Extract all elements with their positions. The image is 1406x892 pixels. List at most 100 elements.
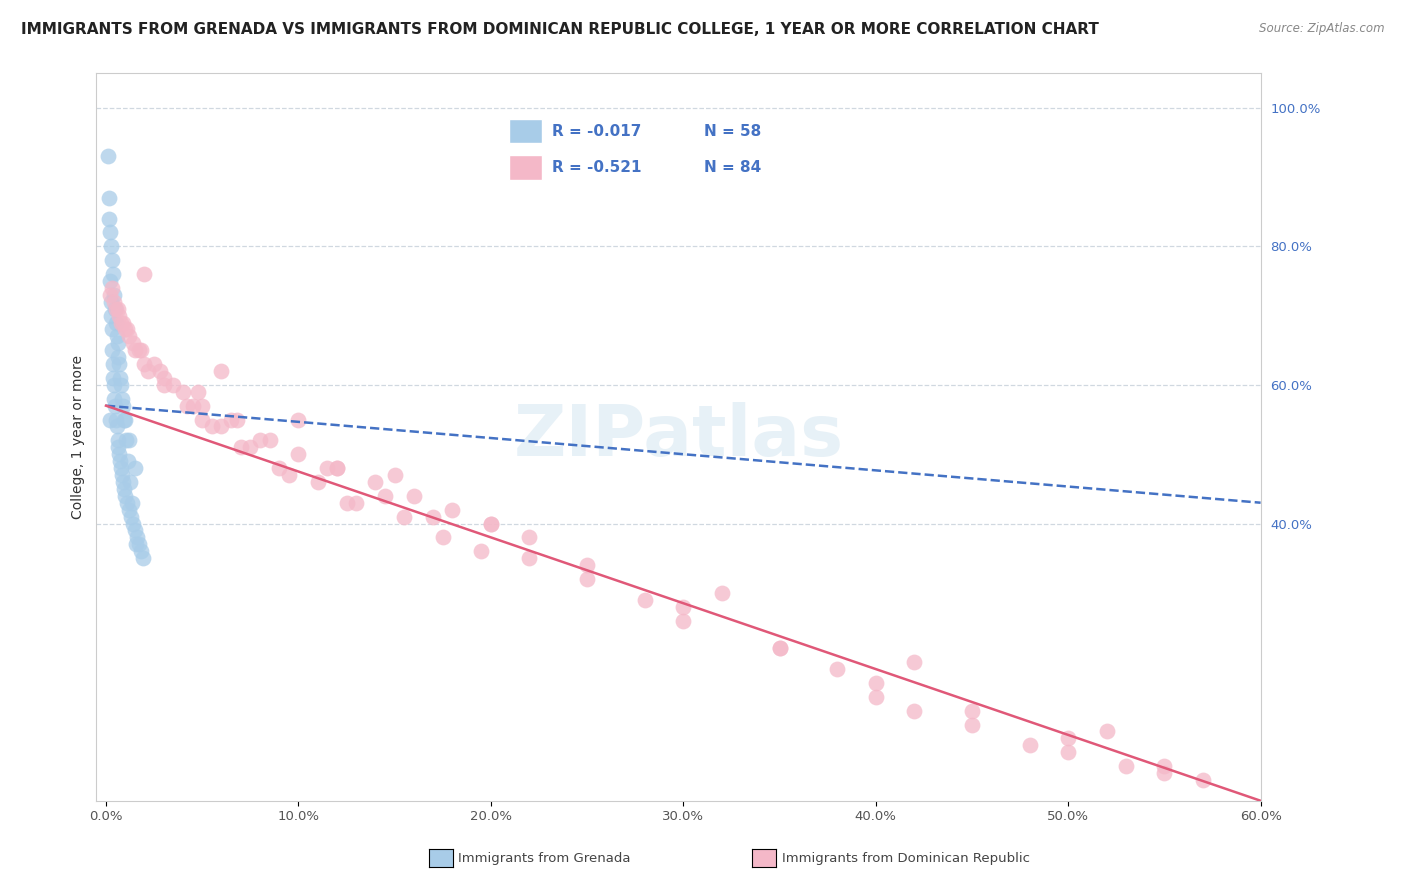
- Point: [100, 281, 122, 295]
- Point: [1095, 724, 1118, 739]
- Point: [422, 509, 444, 524]
- Point: [672, 614, 695, 628]
- Point: [115, 434, 138, 448]
- Point: [576, 558, 599, 573]
- Point: [115, 322, 138, 336]
- Point: [114, 322, 136, 336]
- Point: [128, 537, 150, 551]
- Point: [104, 399, 127, 413]
- Point: [259, 434, 281, 448]
- Point: [115, 496, 138, 510]
- Point: [1115, 759, 1137, 773]
- Point: [112, 412, 135, 426]
- Point: [287, 412, 309, 426]
- Point: [201, 419, 224, 434]
- Point: [517, 530, 540, 544]
- Point: [1057, 745, 1080, 759]
- Point: [162, 377, 184, 392]
- Point: [335, 496, 357, 510]
- Point: [432, 530, 454, 544]
- Point: [112, 482, 135, 496]
- Text: N = 58: N = 58: [704, 124, 761, 139]
- Point: [209, 419, 232, 434]
- Point: [576, 572, 599, 586]
- Point: [98, 274, 121, 288]
- Point: [239, 440, 262, 454]
- Point: [98, 412, 121, 426]
- Point: [172, 384, 194, 399]
- Point: [101, 267, 124, 281]
- Point: [100, 322, 122, 336]
- Point: [672, 599, 695, 614]
- Point: [108, 357, 131, 371]
- Point: [124, 461, 146, 475]
- Point: [225, 412, 247, 426]
- Point: [105, 329, 128, 343]
- Point: [107, 301, 129, 316]
- Point: [110, 461, 132, 475]
- Point: [107, 350, 129, 364]
- Point: [107, 336, 129, 351]
- Point: [825, 662, 848, 676]
- Point: [152, 371, 174, 385]
- Point: [384, 468, 406, 483]
- Point: [374, 489, 396, 503]
- Point: [470, 544, 492, 558]
- Point: [1192, 772, 1215, 787]
- Point: [768, 641, 790, 656]
- Point: [634, 592, 657, 607]
- Point: [219, 412, 242, 426]
- Point: [131, 551, 153, 566]
- Point: [865, 676, 887, 690]
- Point: [117, 454, 139, 468]
- Point: [768, 641, 790, 656]
- Point: [100, 239, 122, 253]
- Point: [110, 316, 132, 330]
- Text: R = -0.017: R = -0.017: [553, 124, 641, 139]
- Point: [865, 690, 887, 704]
- Point: [187, 384, 209, 399]
- Point: [1153, 766, 1175, 780]
- Point: [326, 461, 349, 475]
- Point: [110, 377, 132, 392]
- Point: [98, 287, 121, 301]
- Point: [1018, 739, 1040, 753]
- Point: [100, 253, 122, 268]
- Point: [108, 447, 131, 461]
- Point: [903, 655, 925, 669]
- Point: [118, 502, 141, 516]
- Point: [176, 399, 198, 413]
- Point: [181, 399, 204, 413]
- Point: [134, 267, 156, 281]
- Point: [103, 392, 125, 406]
- Point: [125, 537, 148, 551]
- Point: [104, 412, 127, 426]
- Point: [103, 377, 125, 392]
- Point: [344, 496, 367, 510]
- Point: [122, 336, 145, 351]
- Text: Source: ZipAtlas.com: Source: ZipAtlas.com: [1260, 22, 1385, 36]
- Point: [111, 392, 134, 406]
- Point: [517, 551, 540, 566]
- Y-axis label: College, 1 year or more: College, 1 year or more: [72, 355, 86, 519]
- Point: [121, 496, 143, 510]
- Point: [326, 461, 349, 475]
- Point: [1153, 759, 1175, 773]
- Text: Immigrants from Dominican Republic: Immigrants from Dominican Republic: [782, 852, 1029, 864]
- Point: [316, 461, 339, 475]
- Point: [107, 434, 129, 448]
- Point: [97, 149, 120, 163]
- Point: [287, 447, 309, 461]
- Point: [112, 475, 135, 489]
- Bar: [509, 119, 543, 144]
- Point: [277, 468, 299, 483]
- Point: [104, 301, 127, 316]
- Point: [229, 440, 252, 454]
- Text: IMMIGRANTS FROM GRENADA VS IMMIGRANTS FROM DOMINICAN REPUBLIC COLLEGE, 1 YEAR OR: IMMIGRANTS FROM GRENADA VS IMMIGRANTS FR…: [21, 22, 1099, 37]
- Point: [903, 704, 925, 718]
- Point: [129, 544, 152, 558]
- Point: [129, 343, 152, 358]
- Point: [364, 475, 387, 489]
- Point: [98, 226, 121, 240]
- Point: [149, 364, 172, 378]
